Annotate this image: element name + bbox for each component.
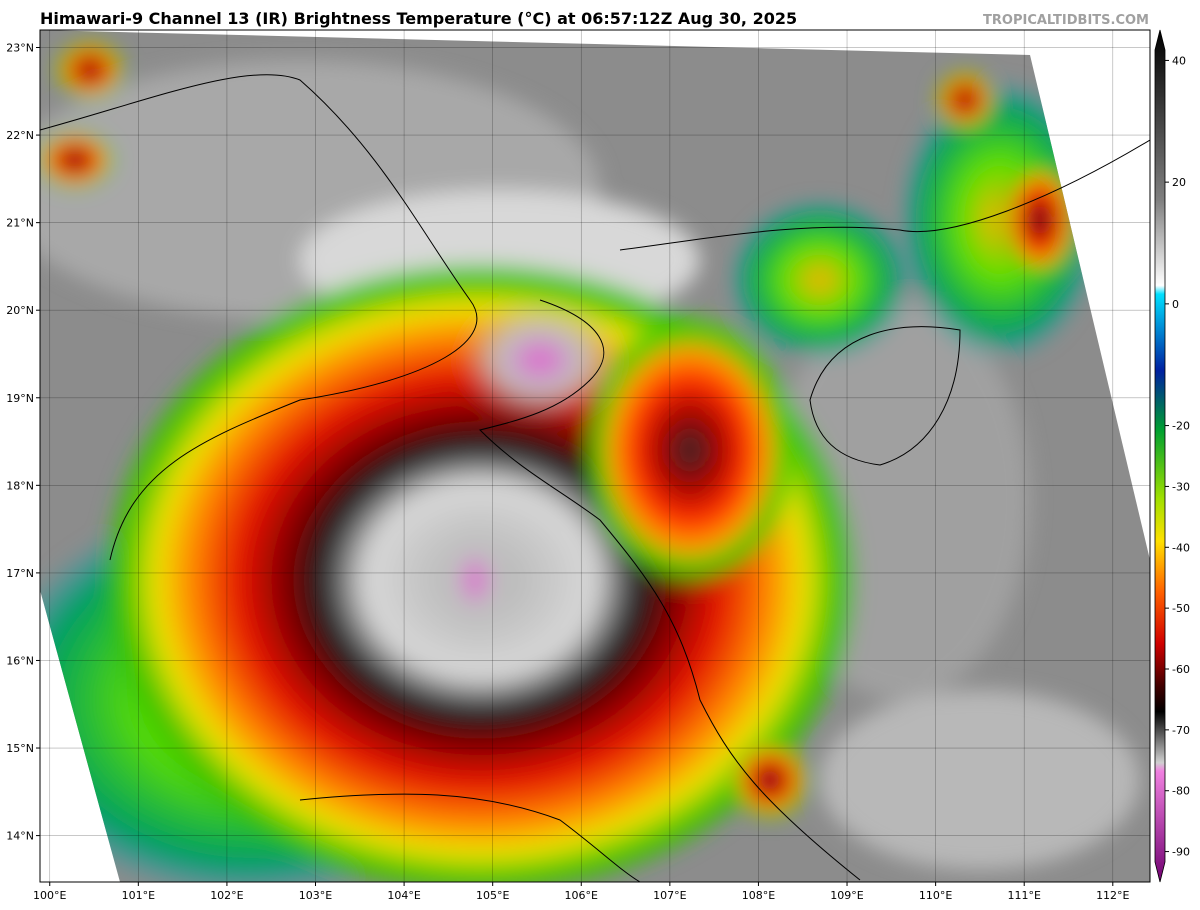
colorbar-tick-label: -40 — [1172, 541, 1190, 554]
lon-tick-label: 101°E — [122, 889, 155, 902]
lon-tick-label: 109°E — [830, 889, 863, 902]
lon-tick-label: 106°E — [565, 889, 598, 902]
colorbar-tick-label: 40 — [1172, 54, 1186, 67]
map-frame — [39, 29, 1151, 883]
lon-tick-label: 100°E — [33, 889, 66, 902]
colorbar-tick-label: -90 — [1172, 846, 1190, 859]
lon-tick-label: 104°E — [387, 889, 420, 902]
lat-tick-label: 18°N — [6, 479, 34, 492]
lat-tick-label: 23°N — [6, 42, 34, 55]
lon-tick-label: 103°E — [299, 889, 332, 902]
colorbar-tick-label: -80 — [1172, 785, 1190, 798]
title: Himawari-9 Channel 13 (IR) Brightness Te… — [40, 9, 797, 28]
colorbar-tick-label: 0 — [1172, 298, 1179, 311]
colorbar-tick-label: -70 — [1172, 724, 1190, 737]
lon-tick-label: 111°E — [1007, 889, 1040, 902]
colorbar-tick-label: -20 — [1172, 420, 1190, 433]
lon-tick-label: 112°E — [1096, 889, 1129, 902]
lat-tick-label: 16°N — [6, 654, 34, 667]
lat-tick-label: 21°N — [6, 217, 34, 230]
coastlines — [40, 74, 1150, 882]
lon-tick-label: 102°E — [210, 889, 243, 902]
lat-tick-label: 19°N — [6, 392, 34, 405]
lat-tick-label: 14°N — [6, 830, 34, 843]
satellite-imagery — [40, 30, 1150, 882]
lon-tick-label: 105°E — [476, 889, 509, 902]
graticule — [36, 30, 1150, 886]
lon-tick-label: 107°E — [653, 889, 686, 902]
colorbar-tick-label: 20 — [1172, 176, 1186, 189]
lon-tick-label: 108°E — [742, 889, 775, 902]
watermark: TROPICALTIDBITS.COM — [983, 13, 1149, 28]
lat-tick-label: 15°N — [6, 742, 34, 755]
colorbar-tick-label: -50 — [1172, 602, 1190, 615]
colorbar-tick-label: -30 — [1172, 480, 1190, 493]
lat-tick-label: 17°N — [6, 567, 34, 580]
colorbar-tick-label: -60 — [1172, 663, 1190, 676]
lat-tick-label: 22°N — [6, 129, 34, 142]
lat-tick-label: 20°N — [6, 304, 34, 317]
colorbar — [1154, 29, 1166, 883]
lon-tick-label: 110°E — [919, 889, 952, 902]
